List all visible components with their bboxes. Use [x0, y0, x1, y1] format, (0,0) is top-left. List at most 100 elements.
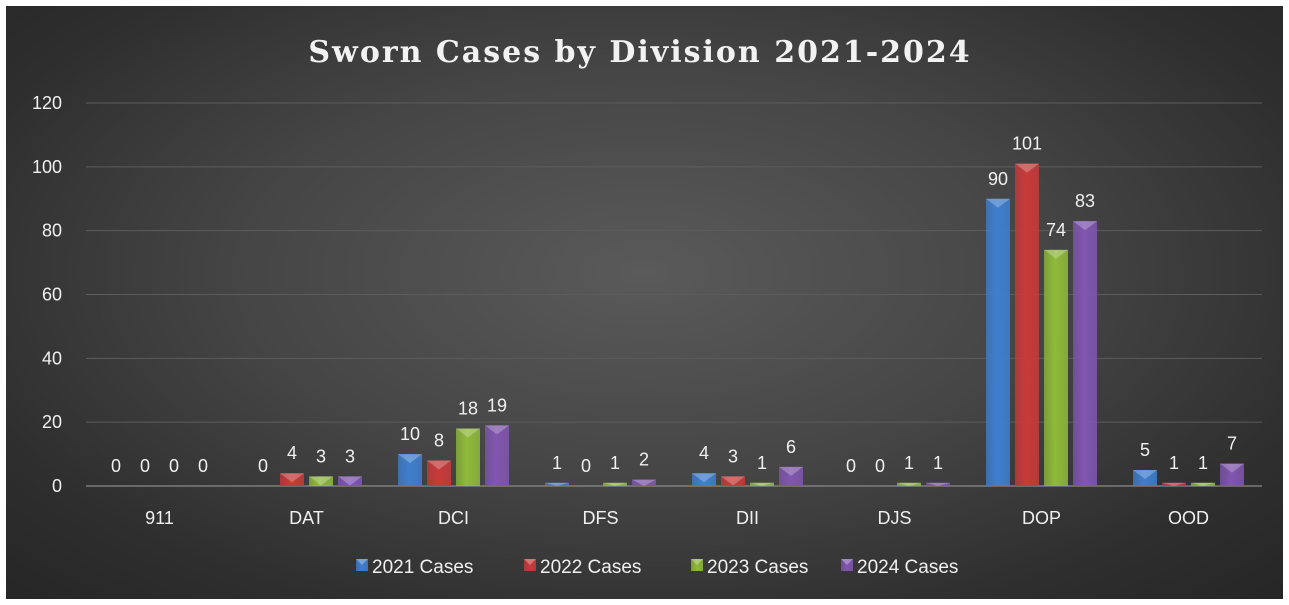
- bar-cap: [1015, 163, 1039, 173]
- legend-item: 2021 Cases: [356, 557, 473, 578]
- bar-2022-cases-ood: [1162, 482, 1186, 486]
- bar-cap: [1191, 482, 1215, 486]
- legend-swatch-cap: [524, 559, 536, 565]
- bar-cap: [986, 198, 1010, 208]
- bar-2024-cases-ood: [1220, 463, 1244, 486]
- bar-cap: [779, 466, 803, 476]
- data-label: 5: [1140, 440, 1150, 460]
- bar-cap: [603, 482, 627, 486]
- x-tick-label: 911: [145, 508, 174, 528]
- y-axis: 0 20 40 60 80 100 120: [32, 93, 62, 496]
- data-label: 101: [1012, 134, 1042, 154]
- bar-cap: [309, 476, 333, 486]
- bar-2023-cases-dfs: [603, 482, 627, 486]
- chart-area: [6, 6, 1283, 599]
- bar-2024-cases-dat: [338, 476, 362, 486]
- data-label: 3: [728, 446, 738, 466]
- data-label: 7: [1227, 434, 1237, 454]
- y-tick-label: 0: [52, 476, 62, 496]
- legend-swatch: [356, 559, 368, 571]
- data-label: 0: [198, 456, 208, 476]
- bars: [280, 163, 1244, 486]
- data-label: 4: [287, 443, 297, 463]
- bar-2023-cases-djs: [897, 482, 921, 486]
- bar-cap: [897, 482, 921, 486]
- x-tick-label: DII: [736, 508, 759, 528]
- bar-cap: [1220, 463, 1244, 473]
- data-label: 0: [875, 456, 885, 476]
- data-label: 4: [699, 443, 709, 463]
- y-tick-label: 40: [42, 348, 62, 368]
- x-axis: 911 DAT DCI DFS DII DJS DOP OOD: [145, 508, 1209, 528]
- data-label: 0: [846, 456, 856, 476]
- data-label: 0: [581, 456, 591, 476]
- data-label: 83: [1075, 191, 1095, 211]
- bar-2023-cases-dop: [1044, 249, 1068, 486]
- bar-cap: [632, 479, 656, 486]
- data-label: 1: [933, 453, 943, 473]
- legend-label: 2022 Cases: [540, 557, 641, 578]
- legend-item: 2022 Cases: [524, 557, 641, 578]
- bar-cap: [398, 454, 422, 464]
- x-tick-label: DJS: [877, 508, 911, 528]
- legend-label: 2024 Cases: [857, 557, 958, 578]
- y-tick-label: 120: [32, 93, 62, 113]
- data-label: 0: [169, 456, 179, 476]
- data-label: 1: [552, 453, 562, 473]
- legend-item: 2023 Cases: [691, 557, 808, 578]
- data-label: 10: [400, 424, 420, 444]
- bar-2023-cases-ood: [1191, 482, 1215, 486]
- bar-2024-cases-djs: [926, 482, 950, 486]
- bar-2021-cases-dfs: [545, 482, 569, 486]
- legend-swatch-cap: [841, 559, 853, 565]
- bar-cap: [1073, 221, 1097, 231]
- bar-2022-cases-dop: [1015, 163, 1039, 486]
- legend-label: 2021 Cases: [372, 557, 473, 578]
- data-label: 1: [1198, 453, 1208, 473]
- data-label: 19: [487, 395, 507, 415]
- y-tick-label: 60: [42, 285, 62, 305]
- data-label: 8: [434, 430, 444, 450]
- x-tick-label: DOP: [1022, 508, 1061, 528]
- bar-2021-cases-dop: [986, 198, 1010, 486]
- data-label: 1: [757, 453, 767, 473]
- bar-2021-cases-ood: [1133, 470, 1157, 486]
- bar-cap: [338, 476, 362, 486]
- data-label: 74: [1046, 220, 1066, 240]
- bar-cap: [926, 482, 950, 486]
- bar-2024-cases-dop: [1073, 221, 1097, 486]
- bar-2021-cases-dci: [398, 454, 422, 486]
- data-label: 3: [345, 446, 355, 466]
- bar-2023-cases-dat: [309, 476, 333, 486]
- chart-title: Sworn Cases by Division 2021-2024: [308, 35, 971, 70]
- data-label: 1: [904, 453, 914, 473]
- bar-2021-cases-dii: [692, 473, 716, 486]
- x-tick-label: DFS: [583, 508, 619, 528]
- data-label: 2: [639, 450, 649, 470]
- bar-2022-cases-dat: [280, 473, 304, 486]
- data-label: 6: [786, 437, 796, 457]
- legend-swatch-cap: [691, 559, 703, 565]
- data-label: 0: [258, 456, 268, 476]
- legend-swatch: [524, 559, 536, 571]
- legend: 2021 Cases 2022 Cases 2023 Cases 2024 Cases: [356, 557, 958, 578]
- bar-2023-cases-dii: [750, 482, 774, 486]
- legend-swatch: [691, 559, 703, 571]
- bar-cap: [692, 473, 716, 483]
- legend-swatch-cap: [356, 559, 368, 565]
- data-label: 1: [1169, 453, 1179, 473]
- legend-item: 2024 Cases: [841, 557, 958, 578]
- y-tick-label: 80: [42, 221, 62, 241]
- bar-cap: [280, 473, 304, 483]
- data-label: 1: [610, 453, 620, 473]
- bar-2022-cases-dci: [427, 460, 451, 486]
- bar-cap: [721, 476, 745, 486]
- y-tick-label: 100: [32, 157, 62, 177]
- bar-cap: [427, 460, 451, 470]
- data-label: 3: [316, 446, 326, 466]
- bar-cap: [1162, 482, 1186, 486]
- x-tick-label: DCI: [438, 508, 469, 528]
- bar-cap: [545, 482, 569, 486]
